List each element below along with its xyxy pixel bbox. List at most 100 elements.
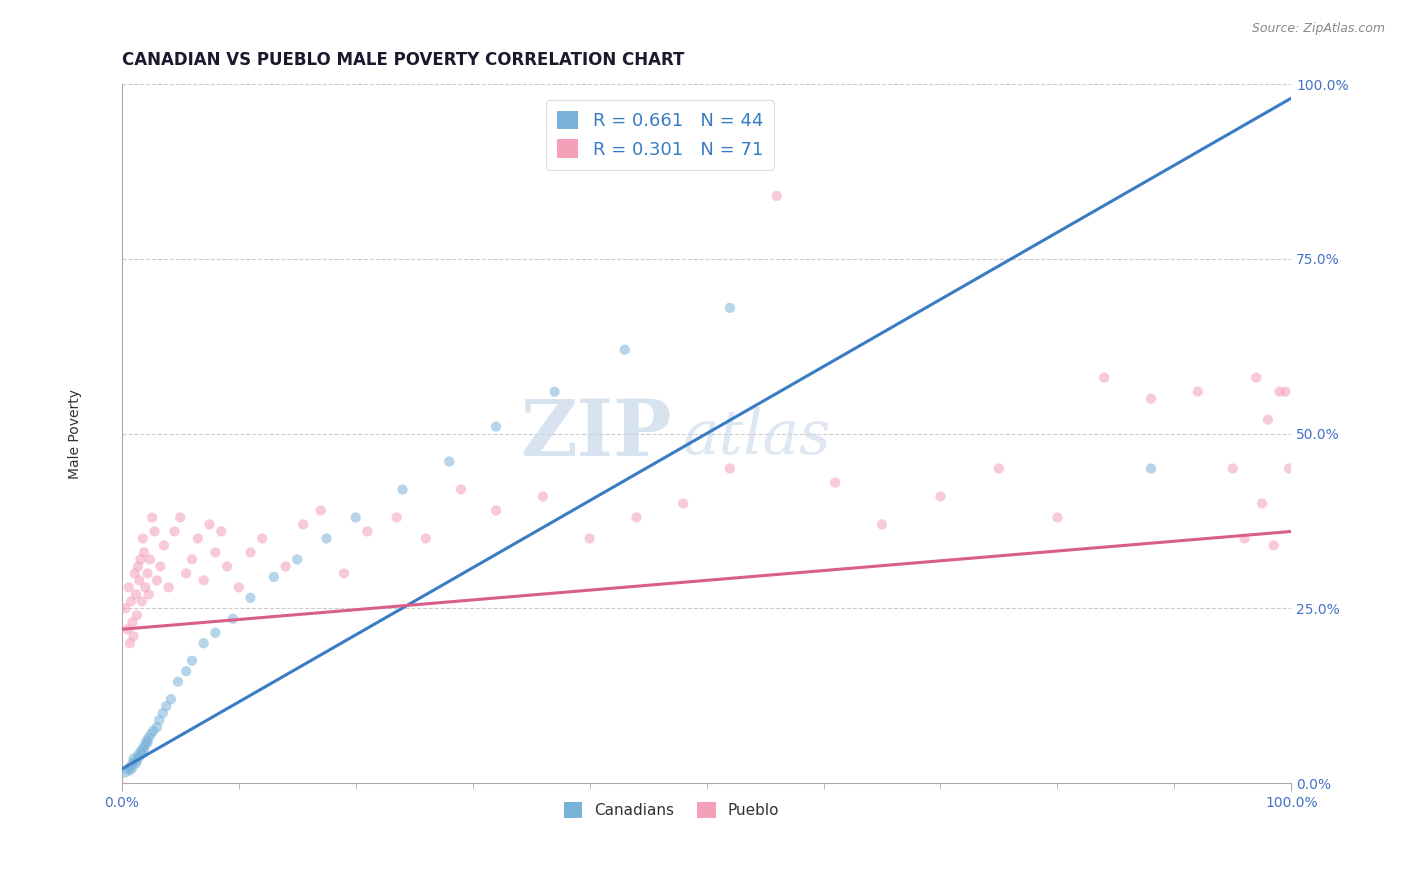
Point <box>193 636 215 650</box>
Point <box>174 664 197 678</box>
Point <box>127 748 149 763</box>
Text: Source: ZipAtlas.com: Source: ZipAtlas.com <box>1251 22 1385 36</box>
Text: CANADIAN VS PUEBLO MALE POVERTY CORRELATION CHART: CANADIAN VS PUEBLO MALE POVERTY CORRELAT… <box>122 51 685 69</box>
Point <box>181 654 204 668</box>
Point <box>122 755 145 769</box>
Point <box>135 734 157 748</box>
Point <box>128 749 150 764</box>
Point <box>139 552 162 566</box>
Point <box>114 765 136 780</box>
Point <box>146 720 169 734</box>
Point <box>153 538 176 552</box>
Point <box>439 454 461 468</box>
Point <box>222 612 245 626</box>
Point <box>132 742 155 756</box>
Point <box>672 496 695 510</box>
Point <box>718 461 741 475</box>
Legend: Canadians, Pueblo: Canadians, Pueblo <box>558 797 786 824</box>
Point <box>1257 412 1279 426</box>
Point <box>125 608 148 623</box>
Point <box>146 574 169 588</box>
Point <box>1263 538 1285 552</box>
Point <box>118 636 141 650</box>
Point <box>136 735 159 749</box>
Point <box>139 727 162 741</box>
Point <box>485 503 508 517</box>
Point <box>125 754 148 768</box>
Point <box>134 580 156 594</box>
Point <box>134 738 156 752</box>
Point <box>613 343 636 357</box>
Point <box>118 764 141 778</box>
Point <box>132 545 155 559</box>
Point <box>131 747 153 761</box>
Point <box>117 622 139 636</box>
Point <box>160 692 183 706</box>
Point <box>128 574 150 588</box>
Point <box>174 566 197 581</box>
Point <box>1140 461 1163 475</box>
Point <box>250 532 273 546</box>
Point <box>1140 392 1163 406</box>
Point <box>228 580 250 594</box>
Point <box>198 517 221 532</box>
Point <box>129 552 152 566</box>
Point <box>718 301 741 315</box>
Point <box>385 510 408 524</box>
Point <box>204 545 226 559</box>
Point <box>333 566 356 581</box>
Point <box>292 517 315 532</box>
Point <box>765 189 787 203</box>
Point <box>1268 384 1291 399</box>
Point <box>391 483 413 497</box>
Point <box>138 587 160 601</box>
Point <box>121 615 143 630</box>
Point <box>122 629 145 643</box>
Point <box>239 545 262 559</box>
Point <box>125 756 148 771</box>
Point <box>143 524 166 539</box>
Text: ZIP: ZIP <box>520 395 672 472</box>
Point <box>274 559 297 574</box>
Point <box>356 524 378 539</box>
Point <box>450 483 472 497</box>
Point <box>1244 370 1267 384</box>
Point <box>870 517 893 532</box>
Point <box>120 758 142 772</box>
Point <box>132 532 155 546</box>
Point <box>578 532 600 546</box>
Point <box>1233 532 1256 546</box>
Point <box>193 574 215 588</box>
Point <box>344 510 367 524</box>
Point <box>1046 510 1069 524</box>
Point <box>120 594 142 608</box>
Point <box>127 559 149 574</box>
Point <box>1274 384 1296 399</box>
Point <box>485 419 508 434</box>
Point <box>239 591 262 605</box>
Point <box>263 570 285 584</box>
Point <box>121 761 143 775</box>
Point <box>114 601 136 615</box>
Point <box>163 524 186 539</box>
Point <box>309 503 332 517</box>
Point <box>1251 496 1274 510</box>
Point <box>1092 370 1115 384</box>
Point <box>141 510 163 524</box>
Text: atlas: atlas <box>683 407 832 467</box>
Point <box>1187 384 1209 399</box>
Point <box>1222 461 1244 475</box>
Point <box>217 559 239 574</box>
Point <box>626 510 648 524</box>
Point <box>117 762 139 776</box>
Point <box>181 552 204 566</box>
Point <box>167 674 190 689</box>
Point <box>987 461 1010 475</box>
Point <box>155 699 177 714</box>
Text: Male Poverty: Male Poverty <box>67 389 82 479</box>
Point <box>285 552 308 566</box>
Point <box>415 532 437 546</box>
Point <box>169 510 191 524</box>
Point <box>929 490 952 504</box>
Point <box>824 475 846 490</box>
